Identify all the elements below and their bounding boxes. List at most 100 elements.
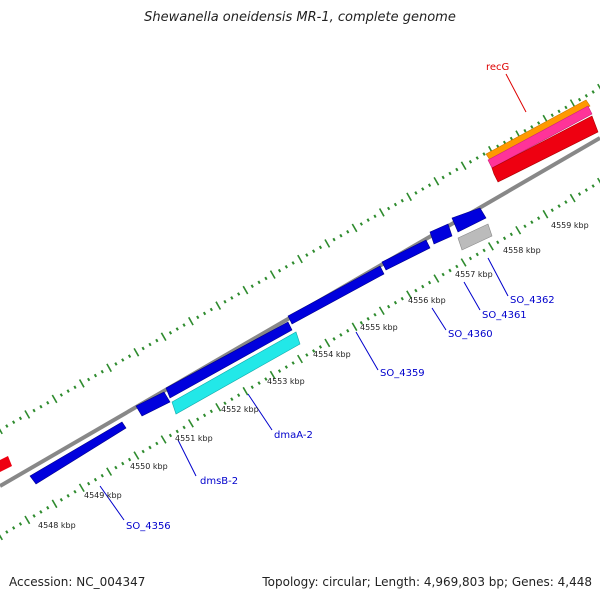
gene-label-dmaA-2[interactable]: dmaA-2 [274,430,313,441]
outer-tick-row [0,83,600,435]
minor-tick [312,249,316,253]
gene-label-dmsB-2[interactable]: dmsB-2 [200,476,238,487]
minor-tick [121,461,125,466]
major-tick [0,428,3,435]
major-tick [269,370,276,380]
gene-arrow-dmaA-2[interactable] [171,331,301,415]
minor-tick [100,369,104,374]
major-tick [487,242,494,251]
gene-label-recG[interactable]: recG [486,62,509,73]
gene-arrow-SO_4359[interactable] [287,265,385,325]
map-title: Shewanella oneidensis MR-1, complete gen… [144,10,456,25]
gene-label-SO_4356[interactable]: SO_4356 [126,521,171,532]
minor-tick [414,191,418,195]
kbp-label: 4558 kbp [503,246,541,255]
gene-arrow-SO_4356[interactable] [29,421,127,485]
gene-arrow-dmsA[interactable] [165,321,293,399]
gene-arrow-SO_4362[interactable] [451,207,487,233]
minor-tick [414,288,418,293]
kbp-label: 4554 kbp [313,350,351,359]
minor-tick [387,206,391,211]
minor-tick [537,216,541,220]
minor-tick [421,187,425,191]
major-tick [433,274,440,283]
minor-tick [46,506,50,510]
minor-tick [121,358,125,362]
major-tick [269,270,276,279]
minor-tick [196,315,200,320]
gene-arrow-SO_4361[interactable] [429,223,453,245]
gene-arrow-grey[interactable] [457,223,493,251]
minor-tick [223,299,227,304]
minor-tick [346,329,350,333]
gene-arrow-recG-band2[interactable] [487,105,593,169]
minor-tick [502,140,507,145]
gene-arrow-dmsB-2[interactable] [135,391,171,417]
minor-tick [284,265,288,269]
gene-arrow-recG-band1[interactable] [485,99,591,161]
major-tick [378,208,385,217]
minor-tick [305,353,309,357]
major-tick [242,386,249,396]
minor-tick [523,128,527,133]
gene-arrow-partial-left[interactable] [0,456,12,472]
major-tick [515,225,522,235]
minor-tick [277,268,282,273]
minor-tick [550,113,554,117]
major-tick [297,254,303,264]
major-tick [406,290,413,299]
minor-tick [175,327,179,331]
kbp-label: 4557 kbp [455,270,493,279]
gene-label-SO_4361[interactable]: SO_4361 [482,310,527,321]
minor-tick [475,156,479,160]
minor-tick [427,280,432,285]
minor-tick [387,304,391,309]
minor-tick [393,202,398,207]
leader-SO_4362 [487,257,509,297]
minor-tick [359,222,363,226]
minor-tick [155,441,159,446]
minor-tick [482,248,486,253]
minor-tick [257,280,261,285]
minor-tick [448,171,452,176]
minor-tick [284,365,288,369]
leader-dmsB-2 [177,439,197,477]
minor-tick [441,272,445,277]
minor-tick [66,389,70,393]
minor-tick [250,284,254,288]
kbp-label: 4552 kbp [221,405,259,414]
minor-tick [18,522,23,526]
minor-tick [584,94,588,98]
minor-tick [182,323,186,327]
minor-tick [502,236,507,241]
major-tick [460,161,467,170]
minor-tick [537,121,541,125]
minor-tick [557,204,561,208]
leader-SO_4359 [355,331,379,371]
minor-tick [93,373,98,378]
major-tick [24,410,31,419]
gene-arrow-recG-band3[interactable] [491,115,599,183]
minor-tick [530,220,534,224]
gene-label-SO_4360[interactable]: SO_4360 [448,329,493,340]
gene-label-SO_4362[interactable]: SO_4362 [510,295,555,306]
major-tick [215,402,222,412]
major-tick [133,348,140,357]
minor-tick [509,136,513,141]
minor-tick [291,361,295,365]
minor-tick [577,97,582,102]
major-tick [106,467,113,476]
leader-SO_4360 [431,307,447,331]
accession-text: Accession: NC_004347 [9,575,146,589]
minor-tick [209,307,213,312]
minor-tick [373,312,377,317]
minor-tick [155,338,159,343]
gene-label-SO_4359[interactable]: SO_4359 [380,368,425,379]
gene-arrow-SO_4360[interactable] [381,239,431,271]
major-tick [460,258,467,267]
minor-tick [400,296,404,301]
major-tick [324,338,331,348]
leader-recG [505,73,527,113]
minor-tick [223,401,227,406]
minor-tick [168,433,173,438]
